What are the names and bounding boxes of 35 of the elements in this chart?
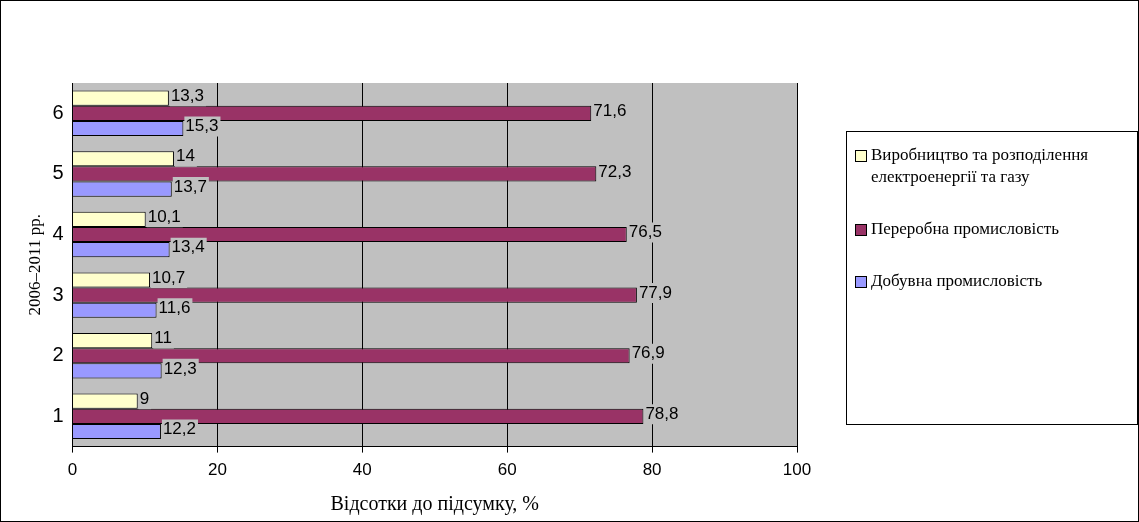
y-axis-title: 2006–2011 рр. [24, 214, 44, 316]
data-label: 12,3 [163, 358, 197, 378]
data-label: 71,6 [593, 100, 627, 120]
data-label: 72,3 [598, 161, 632, 181]
data-label: 11 [154, 328, 172, 348]
data-label: 76,9 [631, 343, 665, 363]
data-label: 14 [175, 146, 195, 166]
data-label: 12,2 [162, 419, 196, 439]
y-tick-label: 4 [52, 222, 64, 245]
legend-label: Добувна промисловість [871, 270, 1043, 292]
x-tick-label: 0 [67, 460, 78, 480]
y-tick-label: 2 [52, 343, 64, 366]
data-label: 78,8 [645, 403, 679, 423]
data-label: 76,5 [628, 222, 662, 242]
data-label: 11,6 [158, 297, 191, 317]
data-label: 13,7 [173, 176, 207, 196]
x-axis-title: Відсотки до підсумку, % [330, 492, 540, 516]
x-tick-label: 80 [642, 460, 662, 480]
data-label: 15,3 [185, 116, 219, 136]
data-label: 77,9 [638, 282, 672, 302]
y-tick-label: 3 [52, 282, 64, 305]
legend-label: Переробна промисловість [871, 218, 1060, 240]
y-tick-label: 5 [52, 161, 64, 184]
x-tick-label: 60 [497, 460, 517, 480]
y-tick-label: 6 [52, 100, 64, 123]
x-tick-label: 100 [782, 460, 812, 480]
data-label: 9 [139, 388, 150, 408]
data-label: 13,3 [170, 85, 204, 105]
data-label: 10,1 [147, 207, 181, 227]
data-label: 13,4 [171, 237, 205, 257]
x-tick-label: 20 [207, 460, 227, 480]
y-tick-label: 1 [52, 403, 64, 426]
legend-label: Виробництво та розподілення електроенергії та газу [871, 144, 1090, 188]
x-tick-label: 40 [352, 460, 372, 480]
data-label: 10,7 [152, 267, 186, 287]
